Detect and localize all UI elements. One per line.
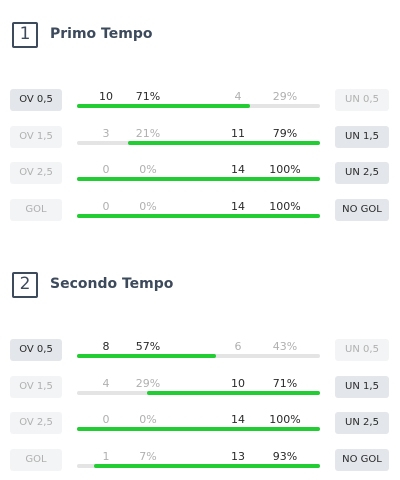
left-label: OV 2,5 xyxy=(10,412,62,434)
left-label: GOL xyxy=(10,449,62,471)
section-title: Primo Tempo xyxy=(50,26,153,42)
right-percent: 71% xyxy=(272,377,298,390)
right-count: 4 xyxy=(234,90,242,103)
right-count: 14 xyxy=(231,413,245,426)
right-count: 14 xyxy=(231,200,245,213)
left-percent: 0% xyxy=(139,200,157,213)
left-percent: 57% xyxy=(135,340,161,353)
right-percent: 100% xyxy=(269,163,301,176)
right-label: NO GOL xyxy=(335,199,389,221)
left-percent: 29% xyxy=(135,377,161,390)
left-count: 10 xyxy=(99,90,113,103)
bar-fill xyxy=(94,464,320,468)
right-count: 13 xyxy=(231,450,245,463)
right-label: UN 1,5 xyxy=(335,126,389,148)
section-number: 2 xyxy=(12,272,38,298)
bar-fill xyxy=(128,141,320,145)
left-label: OV 2,5 xyxy=(10,162,62,184)
right-count: 14 xyxy=(231,163,245,176)
bar-fill xyxy=(77,214,320,218)
left-percent: 0% xyxy=(139,413,157,426)
left-percent: 7% xyxy=(139,450,157,463)
left-label: OV 0,5 xyxy=(10,339,62,361)
left-label: OV 1,5 xyxy=(10,126,62,148)
left-label: OV 1,5 xyxy=(10,376,62,398)
left-percent: 71% xyxy=(135,90,161,103)
left-count: 4 xyxy=(102,377,110,390)
left-percent: 21% xyxy=(135,127,161,140)
right-label: UN 2,5 xyxy=(335,412,389,434)
right-percent: 100% xyxy=(269,413,301,426)
bar-fill xyxy=(77,354,216,358)
bar-fill xyxy=(77,427,320,431)
section-title: Secondo Tempo xyxy=(50,276,174,292)
right-percent: 79% xyxy=(272,127,298,140)
right-count: 6 xyxy=(234,340,242,353)
left-label: OV 0,5 xyxy=(10,89,62,111)
right-count: 10 xyxy=(231,377,245,390)
right-percent: 93% xyxy=(272,450,298,463)
left-count: 0 xyxy=(102,200,110,213)
left-count: 1 xyxy=(102,450,110,463)
section-number: 1 xyxy=(12,22,38,48)
left-count: 8 xyxy=(102,340,110,353)
right-label: UN 1,5 xyxy=(335,376,389,398)
left-percent: 0% xyxy=(139,163,157,176)
bar-fill xyxy=(147,391,320,395)
right-label: NO GOL xyxy=(335,449,389,471)
left-count: 3 xyxy=(102,127,110,140)
right-label: UN 2,5 xyxy=(335,162,389,184)
left-count: 0 xyxy=(102,413,110,426)
left-count: 0 xyxy=(102,163,110,176)
right-label: UN 0,5 xyxy=(335,339,389,361)
left-label: GOL xyxy=(10,199,62,221)
right-percent: 29% xyxy=(272,90,298,103)
bar-fill xyxy=(77,104,250,108)
right-label: UN 0,5 xyxy=(335,89,389,111)
right-percent: 43% xyxy=(272,340,298,353)
bar-fill xyxy=(77,177,320,181)
right-percent: 100% xyxy=(269,200,301,213)
right-count: 11 xyxy=(231,127,245,140)
